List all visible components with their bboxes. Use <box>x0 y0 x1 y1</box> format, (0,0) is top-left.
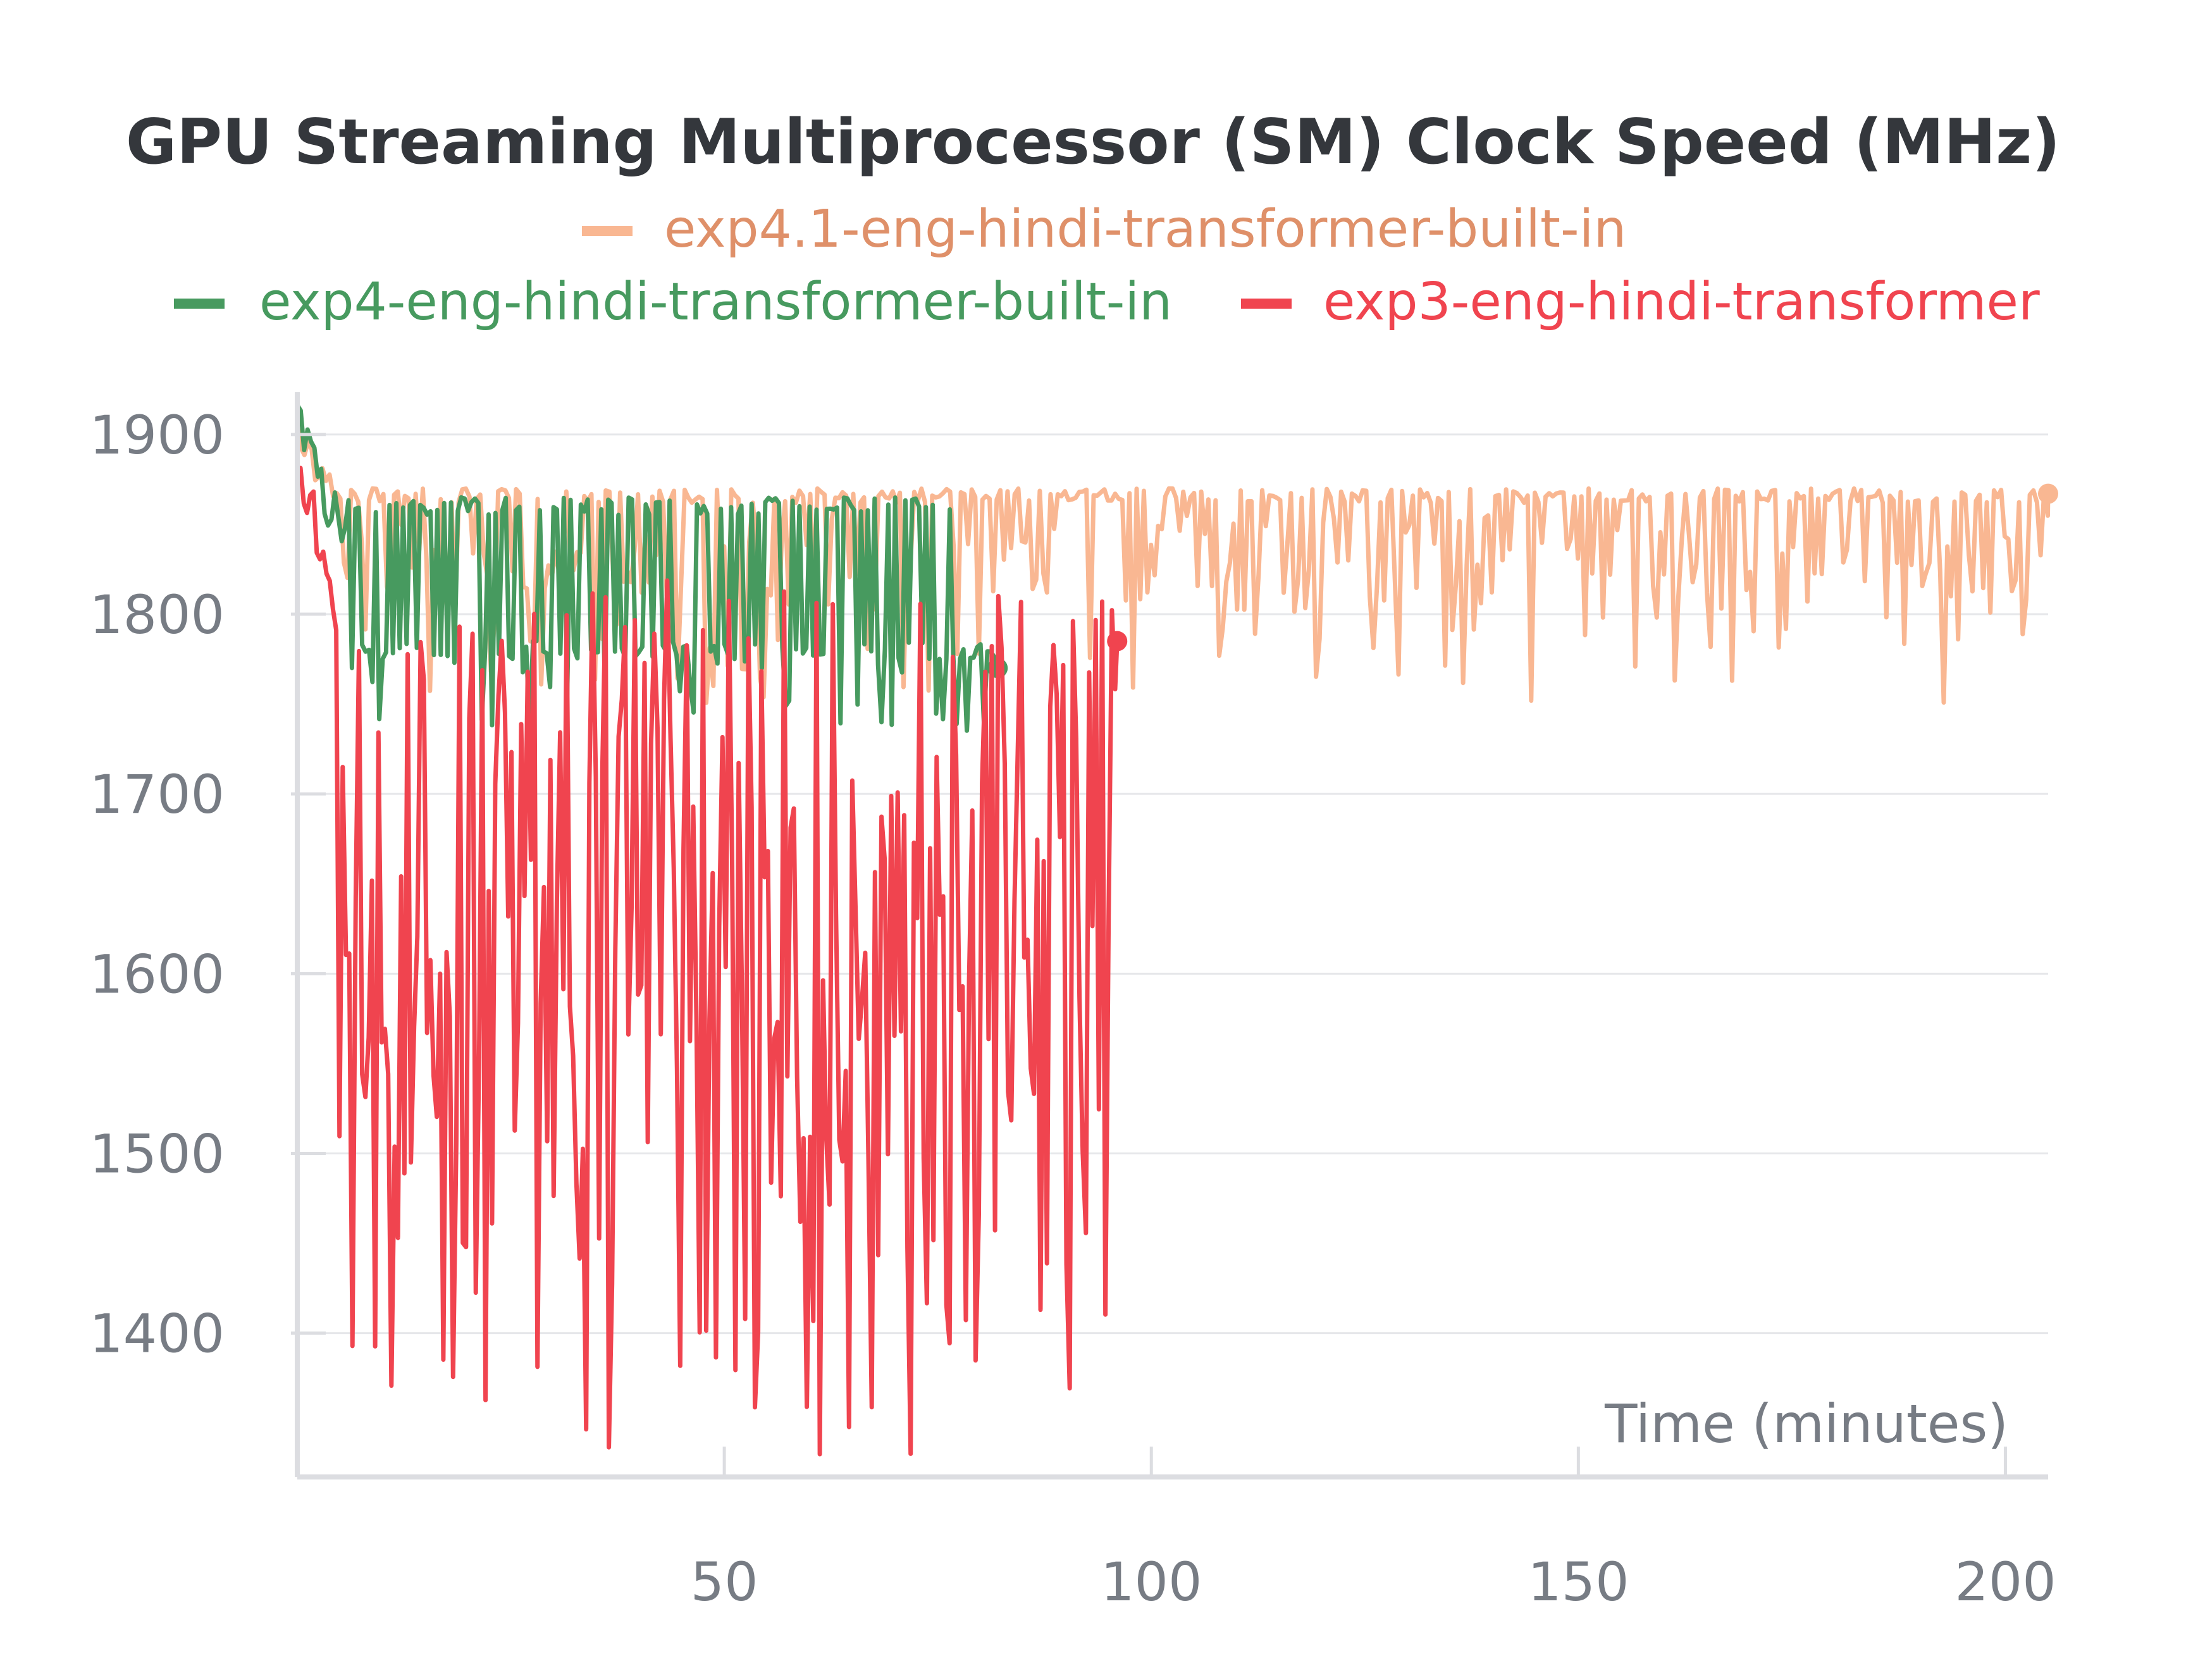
y-tick-label-1400: 1400 <box>89 1303 225 1365</box>
legend: exp4.1-eng-hindi-transformer-built-in exp… <box>174 199 2040 332</box>
legend-label-1: exp4-eng-hindi-transformer-built-in <box>259 272 1172 332</box>
x-axis-label: Time (minutes) <box>1604 1393 2008 1455</box>
series-line-1 <box>295 404 1000 733</box>
series-end-point-2 <box>1107 631 1128 652</box>
legend-label-0: exp4.1-eng-hindi-transformer-built-in <box>664 199 1626 259</box>
series-end-point-0 <box>2038 483 2058 504</box>
series-line-2 <box>295 466 1120 1457</box>
y-tick-label-1900: 1900 <box>89 404 225 466</box>
y-tick-label-1700: 1700 <box>89 763 225 825</box>
chart-title: GPU Streaming Multiprocessor (SM) Clock … <box>126 106 2060 178</box>
y-tick-label-1600: 1600 <box>89 943 225 1005</box>
series-line-0 <box>295 425 2051 705</box>
x-tick-label-200: 200 <box>1954 1551 2056 1613</box>
x-tick-label-100: 100 <box>1101 1551 1202 1613</box>
x-axis-ticks: 50 100 150 200 <box>691 1447 2056 1613</box>
series-layer <box>295 404 2058 1457</box>
x-tick-label-50: 50 <box>691 1551 758 1613</box>
legend-label-2: exp3-eng-hindi-transformer <box>1323 272 2040 332</box>
y-tick-label-1500: 1500 <box>89 1123 225 1185</box>
y-tick-label-1800: 1800 <box>89 584 225 646</box>
y-axis-ticks: 1400 1500 1600 1700 1800 1900 <box>89 404 326 1365</box>
x-tick-label-150: 150 <box>1528 1551 1629 1613</box>
axes <box>295 392 2048 1479</box>
